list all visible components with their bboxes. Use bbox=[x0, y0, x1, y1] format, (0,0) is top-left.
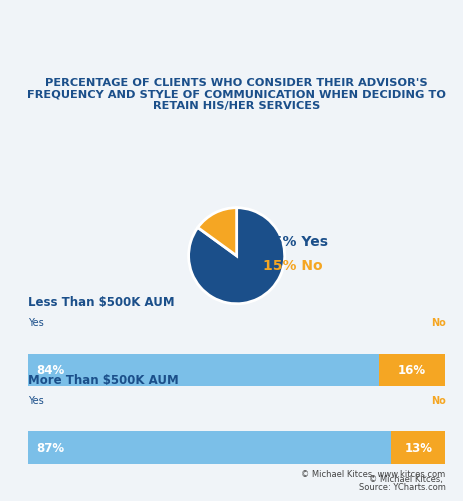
Text: 84%: 84% bbox=[36, 364, 64, 377]
Text: © Michael Kitces, www.kitces.com
Source: YCharts.com: © Michael Kitces, www.kitces.com Source:… bbox=[300, 469, 444, 491]
FancyBboxPatch shape bbox=[390, 431, 444, 464]
Text: No: No bbox=[430, 395, 444, 405]
FancyBboxPatch shape bbox=[28, 431, 390, 464]
Text: PERCENTAGE OF CLIENTS WHO CONSIDER THEIR ADVISOR'S FREQUENCY AND STYLE OF COMMUN: PERCENTAGE OF CLIENTS WHO CONSIDER THEIR… bbox=[27, 78, 445, 111]
Text: 15% No: 15% No bbox=[263, 259, 322, 273]
Text: 13%: 13% bbox=[403, 441, 432, 454]
FancyBboxPatch shape bbox=[28, 354, 378, 386]
Text: Yes: Yes bbox=[28, 395, 44, 405]
Text: More Than $500K AUM: More Than $500K AUM bbox=[28, 373, 178, 386]
Text: 16%: 16% bbox=[397, 364, 425, 377]
Wedge shape bbox=[188, 208, 284, 304]
Text: 85% Yes: 85% Yes bbox=[263, 235, 327, 249]
Text: Less Than $500K AUM: Less Than $500K AUM bbox=[28, 296, 174, 309]
Text: 87%: 87% bbox=[36, 441, 64, 454]
FancyBboxPatch shape bbox=[378, 354, 444, 386]
Wedge shape bbox=[197, 208, 236, 256]
Text: No: No bbox=[430, 318, 444, 327]
Text: © Michael Kitces,: © Michael Kitces, bbox=[368, 474, 444, 483]
Text: Yes: Yes bbox=[28, 318, 44, 327]
